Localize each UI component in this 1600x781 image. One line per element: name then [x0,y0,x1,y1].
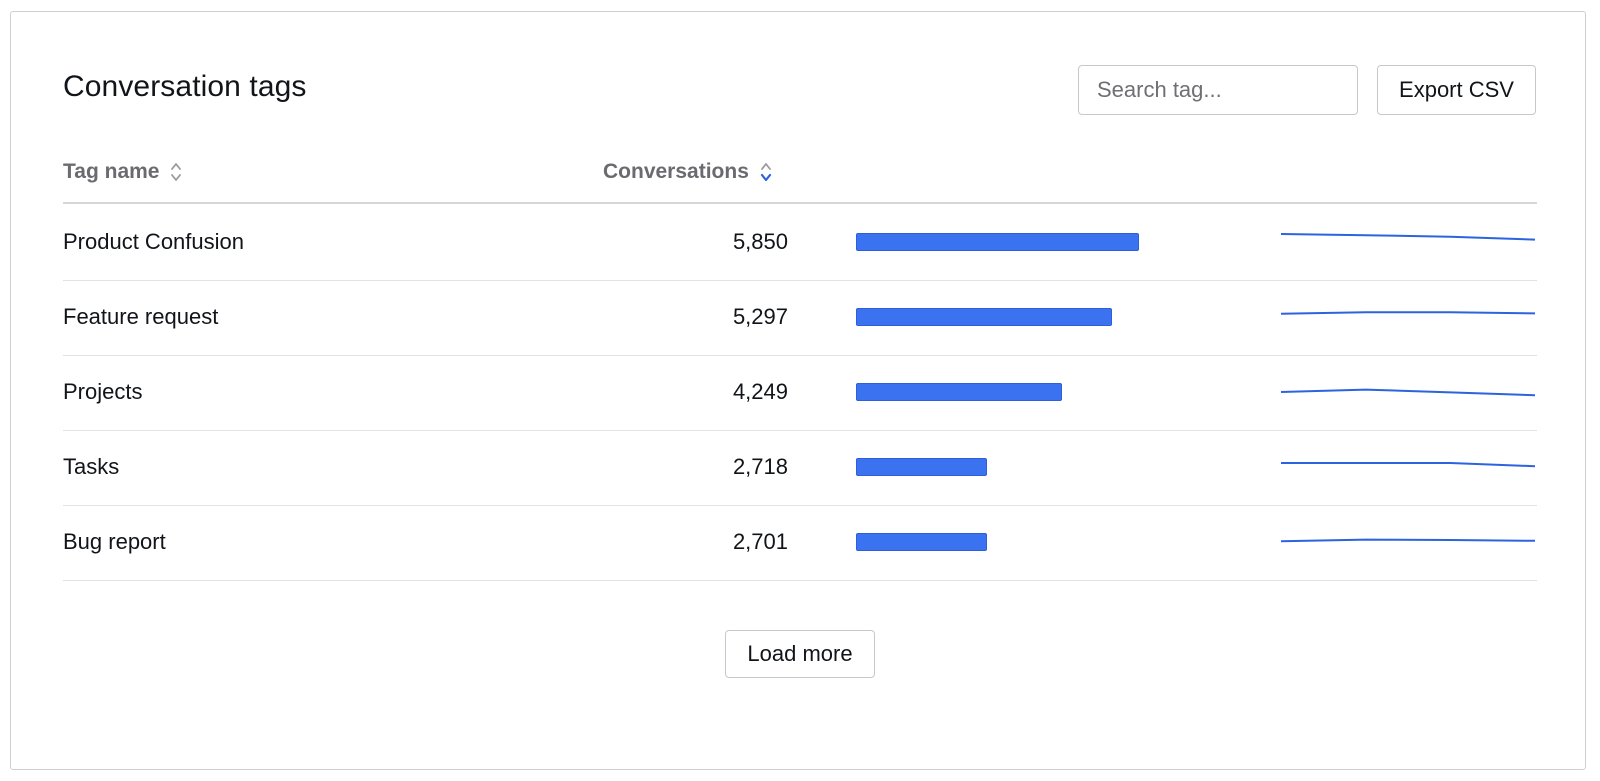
export-csv-button[interactable]: Export CSV [1377,65,1536,115]
trend-sparkline [1281,388,1536,397]
conversation-count-cell: 4,249 [732,379,788,404]
conversation-count-cell: 2,701 [732,529,788,554]
table-header-divider [63,202,1537,204]
sparkline-path [1281,233,1536,241]
sparkline-path [1281,388,1536,397]
page-title: Conversation tags [63,70,307,103]
conversation-count-cell: 5,850 [732,229,788,254]
conversation-count-cell: 2,718 [732,454,788,479]
count-bar [856,308,1112,326]
column-header-conversations[interactable]: Conversations [603,160,773,184]
count-bar [856,533,987,551]
table-row[interactable]: Tasks 2,718 [63,429,1537,506]
trend-sparkline [1281,462,1536,468]
count-bar [856,458,987,476]
tag-name-cell: Projects [63,379,143,404]
column-header-tag-name-label: Tag name [63,160,160,183]
conversation-count-cell: 5,297 [732,304,788,329]
count-bar [856,383,1062,401]
trend-sparkline [1281,538,1536,543]
sparkline-path [1281,462,1536,468]
tag-name-cell: Product Confusion [63,229,244,254]
sparkline-path [1281,311,1536,315]
load-more-button[interactable]: Load more [725,630,875,678]
search-tag-input[interactable] [1078,65,1358,115]
column-header-conversations-label: Conversations [603,160,749,183]
count-bar [856,233,1139,251]
tag-name-cell: Feature request [63,304,219,329]
sparkline-path [1281,538,1536,543]
tag-name-cell: Tasks [63,454,120,479]
table-row[interactable]: Bug report 2,701 [63,504,1537,581]
conversation-tags-card: Conversation tags Export CSV Tag name Co… [10,11,1586,770]
table-row[interactable]: Product Confusion 5,850 [63,204,1537,281]
sort-descending-icon [760,163,771,182]
table-row[interactable]: Feature request 5,297 [63,279,1537,356]
table-row[interactable]: Projects 4,249 [63,354,1537,431]
tag-name-cell: Bug report [63,529,166,554]
sort-icon [171,163,182,181]
trend-sparkline [1281,233,1536,241]
trend-sparkline [1281,311,1536,315]
column-header-tag-name[interactable]: Tag name [63,160,183,184]
